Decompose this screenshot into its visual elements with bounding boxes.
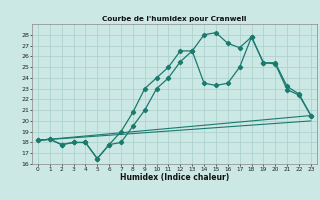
X-axis label: Humidex (Indice chaleur): Humidex (Indice chaleur) <box>120 173 229 182</box>
Title: Courbe de l'humidex pour Cranwell: Courbe de l'humidex pour Cranwell <box>102 16 247 22</box>
